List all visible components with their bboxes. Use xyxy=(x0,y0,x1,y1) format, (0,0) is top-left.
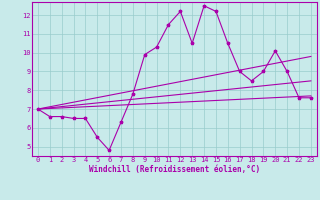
X-axis label: Windchill (Refroidissement éolien,°C): Windchill (Refroidissement éolien,°C) xyxy=(89,165,260,174)
